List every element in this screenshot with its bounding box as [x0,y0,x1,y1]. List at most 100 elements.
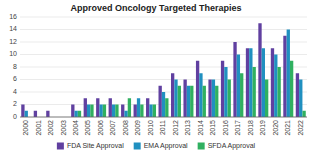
x-tick-label: 2006 [97,120,104,136]
bar [203,86,206,117]
bar [71,105,74,118]
bar [171,73,174,117]
bar [240,73,243,117]
y-tick-label: 0 [13,113,17,120]
bar [109,98,112,117]
x-tick-label: 2005 [84,120,91,136]
bar [283,36,286,117]
bar [78,111,81,117]
bar [196,61,199,117]
legend-item: EMA Approval [134,142,188,150]
bar [228,80,231,118]
bar [146,98,149,117]
legend: FDA Site Approval EMA Approval SFDA Approv… [57,142,256,150]
y-tick-label: 2 [13,100,17,107]
bar [134,105,137,118]
bar [178,86,181,117]
bar [84,98,87,117]
x-tick-label: 2017 [234,120,241,136]
bar [208,80,211,118]
bar [258,23,261,117]
grid-line [20,42,307,43]
legend-label: SFDA Approval [208,142,256,150]
bar [87,105,90,118]
bar [299,80,302,118]
chart-title: Approved Oncology Targeted Therapies [71,3,242,13]
bar [46,111,49,117]
grid-line [20,117,307,118]
bar [237,55,240,118]
bar [290,61,293,117]
x-tick-label: 2014 [197,120,204,136]
bar [137,98,140,117]
bar [162,92,165,117]
y-tick-label: 8 [13,63,17,70]
bar [199,73,202,117]
x-tick-label: 2016 [222,120,229,136]
bar [74,111,77,117]
bar [302,111,305,117]
x-tick-label: 2012 [172,120,179,136]
bar [224,67,227,117]
bar [221,61,224,117]
bar [99,105,102,118]
bar [265,80,268,118]
bar [153,105,156,118]
x-tick-label: 2015 [209,120,216,136]
grid-line [20,17,307,18]
bar [190,86,193,117]
legend-label: EMA Approval [144,142,188,150]
x-tick-label: 2010 [147,120,154,136]
x-tick-label: 2009 [134,120,141,136]
bar [174,80,177,118]
y-axis: 0246810121416 [9,13,307,120]
legend-swatch [134,143,141,150]
x-tick-label: 2011 [159,120,166,135]
bar [149,105,152,118]
bar [187,86,190,117]
bar [183,80,186,118]
bar [233,42,236,117]
x-tick-label: 2000 [22,120,29,136]
bar [246,48,249,117]
bar [215,86,218,117]
y-tick-label: 10 [9,50,17,57]
bar [287,30,290,118]
x-axis: 2000 2001 2002 2003 2004 2005 2006 2007 2008 2009… [20,117,307,136]
chart-svg: Approved Oncology Targeted Therapies0246… [0,0,312,153]
bar [277,67,280,117]
bar [296,73,299,117]
x-tick-label: 2020 [272,120,279,136]
legend-item: FDA Site Approval [57,142,124,150]
legend-swatch [57,143,64,150]
bar [21,105,24,118]
bar [271,48,274,117]
legend-label: FDA Site Approval [67,142,124,150]
x-tick-label: 2007 [109,120,116,136]
chart-container: Approved Oncology Targeted Therapies0246… [0,0,312,153]
bar [115,105,118,118]
x-tick-label: 2003 [60,120,67,136]
x-tick-label: 2002 [47,120,54,136]
bar [159,86,162,117]
y-tick-label: 12 [9,38,17,45]
x-tick-label: 2001 [35,120,42,136]
bar [253,67,256,117]
x-tick-label: 2008 [122,120,129,136]
legend-swatch [198,143,205,150]
bar [124,111,127,117]
x-tick-label: 2004 [72,120,79,136]
bars [21,23,306,117]
bar [128,98,131,117]
bar [112,105,115,118]
x-tick-label: 2021 [284,120,291,136]
x-tick-label: 2013 [184,120,191,136]
bar [262,48,265,117]
bar [90,105,93,118]
y-tick-label: 4 [13,88,17,95]
bar [140,105,143,118]
bar [103,105,106,118]
x-tick-label: 2018 [247,120,254,136]
bar [25,111,28,117]
bar [96,98,99,117]
